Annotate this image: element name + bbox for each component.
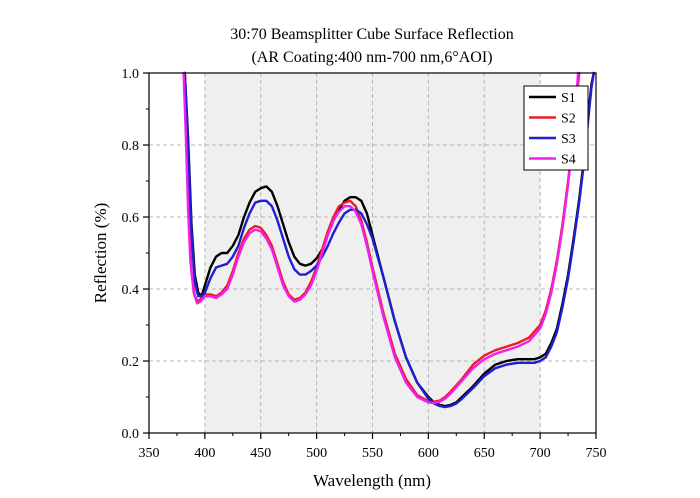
- x-tick-label: 450: [250, 446, 271, 461]
- legend: S1 S2 S3 S4: [523, 85, 589, 171]
- series-line-s4: [182, 71, 580, 405]
- x-tick-label: 600: [418, 446, 439, 461]
- chart-title: 30:70 Beamsplitter Cube Surface Reflecti…: [230, 26, 513, 43]
- legend-box: [523, 85, 589, 171]
- y-tick-label: 1.0: [122, 67, 140, 82]
- y-tick-label: 0.0: [122, 427, 140, 442]
- x-tick-label: 650: [474, 446, 495, 461]
- legend-label-s1: S1: [561, 91, 576, 106]
- series-lines: [182, 71, 595, 409]
- coating-band-shading: [204, 73, 541, 433]
- legend-label-s4: S4: [561, 153, 576, 168]
- chart-subtitle: (AR Coating:400 nm-700 nm,6°AOI): [251, 49, 492, 66]
- x-axis-title: Wavelength (nm): [313, 471, 431, 490]
- legend-label-s2: S2: [561, 112, 576, 127]
- series-line-s2: [183, 71, 581, 403]
- y-tick-label: 0.8: [122, 139, 140, 154]
- series-line-s1: [183, 71, 595, 408]
- y-tick-label: 0.4: [122, 283, 140, 298]
- series-line-s3: [183, 71, 595, 409]
- x-tick-label: 700: [530, 446, 551, 461]
- y-tick-label: 0.6: [122, 211, 140, 226]
- x-tick-label: 750: [586, 446, 607, 461]
- x-tick-label: 400: [194, 446, 215, 461]
- y-axis-title: Reflection (%): [91, 203, 110, 304]
- x-tick-label: 350: [139, 446, 160, 461]
- x-tick-label: 500: [306, 446, 327, 461]
- axes: 350 400 450 500 550 600 650 700 750 0.0 0.2 0.4 0.6 0…: [122, 67, 607, 461]
- y-tick-label: 0.2: [122, 355, 140, 370]
- legend-label-s3: S3: [561, 132, 576, 147]
- x-tick-label: 550: [362, 446, 383, 461]
